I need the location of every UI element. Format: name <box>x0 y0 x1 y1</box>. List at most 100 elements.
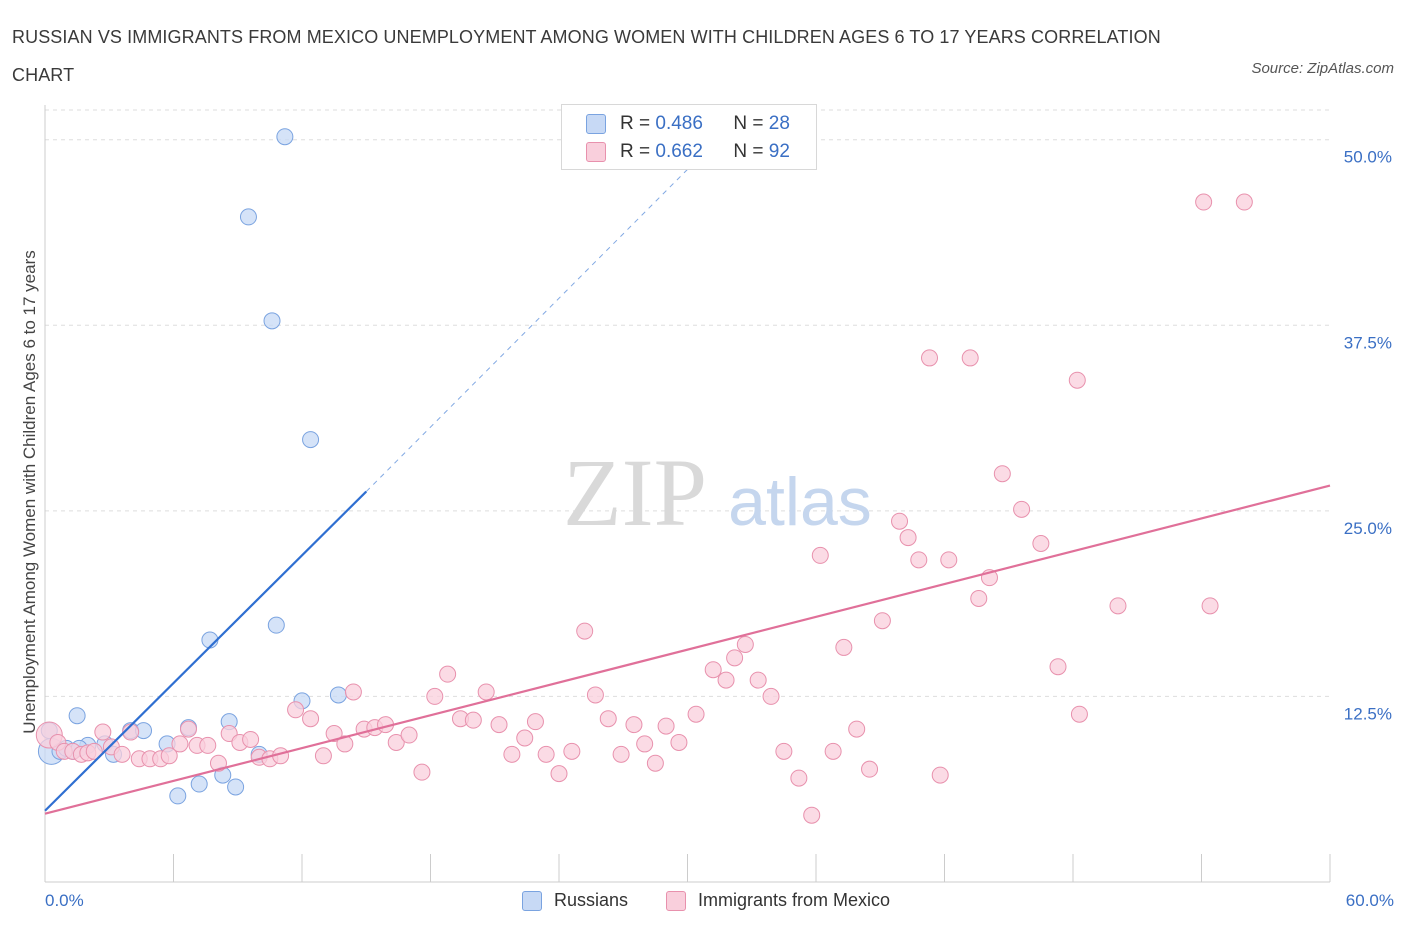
y-tick-label: 25.0% <box>1344 519 1392 538</box>
series-legend: Russians Immigrants from Mexico <box>0 888 1406 916</box>
x-tick-label-min: 0.0% <box>45 891 84 910</box>
y-tick-label: 50.0% <box>1344 148 1392 167</box>
mexico-point <box>790 769 808 787</box>
mexico-point <box>873 612 891 630</box>
legend-r-label: R = <box>620 141 656 162</box>
series-legend-mexico[interactable]: Immigrants from Mexico <box>666 890 890 911</box>
y-tick-labels: 12.5% 25.0% 37.5% 50.0% <box>1344 148 1392 724</box>
trend-lines <box>44 169 1331 815</box>
legend-row-russians: R = 0.486 N = 28 <box>586 112 790 136</box>
mexico-point <box>576 622 594 640</box>
mexico-point <box>209 754 227 772</box>
watermark-atlas: atlas <box>728 464 872 540</box>
mexico-point <box>775 742 793 760</box>
mexico-point <box>1235 193 1253 211</box>
mexico-point <box>657 717 675 735</box>
mexico-point <box>1195 193 1213 211</box>
russians-trend-line <box>44 490 368 812</box>
mexico-point <box>85 742 103 760</box>
mexico-point <box>563 742 581 760</box>
russians-point <box>169 787 187 805</box>
mexico-point <box>490 716 508 734</box>
mexico-point <box>336 735 354 753</box>
legend-r-value-mexico: 0.662 <box>655 141 703 162</box>
legend-swatch-mexico <box>586 142 606 162</box>
mexico-point <box>704 661 722 679</box>
mexico-point <box>537 745 555 763</box>
mexico-point <box>940 551 958 569</box>
y-tick-label: 12.5% <box>1344 704 1392 723</box>
mexico-point <box>670 733 688 751</box>
mexico-point <box>302 710 320 728</box>
series-legend-russians[interactable]: Russians <box>522 890 628 911</box>
watermark: ZIP atlas <box>563 439 872 546</box>
mexico-point <box>848 720 866 738</box>
russians-point <box>267 616 285 634</box>
mexico-point <box>1013 500 1031 518</box>
legend-row-mexico: R = 0.662 N = 92 <box>586 140 790 164</box>
mexico-trend-line <box>44 484 1331 815</box>
mexico-point <box>516 729 534 747</box>
mexico-point <box>717 671 735 689</box>
series-swatch-russians <box>522 890 542 911</box>
mexico-point <box>1109 597 1127 615</box>
legend-n-value-russians: 28 <box>768 113 790 134</box>
mexico-point <box>835 638 853 656</box>
mexico-point <box>636 735 654 753</box>
mexico-point <box>171 735 189 753</box>
mexico-point <box>736 635 754 653</box>
mexico-point <box>961 349 979 367</box>
legend-n-value-mexico: 92 <box>768 141 790 162</box>
mexico-point <box>464 711 482 729</box>
legend-n-label: N = <box>733 141 769 162</box>
mexico-point <box>1032 535 1050 553</box>
russians-point <box>190 775 208 793</box>
mexico-point <box>993 465 1011 483</box>
mexico-point <box>899 529 917 547</box>
correlation-legend: R = 0.486 N = 28 R = 0.662 N = 92 <box>561 104 817 170</box>
mexico-point <box>287 701 305 719</box>
mexico-point <box>646 754 664 772</box>
mexico-point <box>199 736 217 754</box>
russians-point <box>302 431 320 449</box>
russians-point <box>239 208 257 226</box>
chart-title: RUSSIAN VS IMMIGRANTS FROM MEXICO UNEMPL… <box>12 27 1161 85</box>
mexico-point <box>931 766 949 784</box>
mexico-point <box>891 512 909 530</box>
mexico-point <box>921 349 939 367</box>
mexico-point <box>910 551 928 569</box>
mexico-point <box>160 747 178 765</box>
mexico-point <box>1070 705 1088 723</box>
mexico-point <box>314 747 332 765</box>
mexico-point <box>625 716 643 734</box>
mexico-point <box>426 687 444 705</box>
legend-r-label: R = <box>620 113 656 134</box>
mexico-point <box>687 705 705 723</box>
source-label: Source: ZipAtlas.com <box>1251 60 1394 77</box>
mexico-point <box>1068 371 1086 389</box>
mexico-point <box>970 589 988 607</box>
mexico-point <box>861 760 879 778</box>
mexico-point <box>344 683 362 701</box>
mexico-point <box>503 745 521 763</box>
mexico-point <box>179 720 197 738</box>
series-swatch-mexico <box>666 890 686 911</box>
russians-point <box>276 128 294 146</box>
mexico-point <box>1049 658 1067 676</box>
russians-point <box>263 312 281 330</box>
mexico-point <box>94 723 112 741</box>
russians-point <box>68 707 86 725</box>
legend-swatch-russians <box>586 114 606 134</box>
legend-r-value-russians: 0.486 <box>655 113 703 134</box>
mexico-point <box>325 725 343 743</box>
mexico-point <box>387 733 405 751</box>
series-legend-label-russians: Russians <box>554 890 629 910</box>
mexico-point <box>400 726 418 744</box>
grid-lines <box>45 109 1330 697</box>
mexico-point <box>113 745 131 763</box>
mexico-point <box>439 665 457 683</box>
x-tick-label-max: 60.0% <box>1345 891 1394 910</box>
mexico-point <box>612 745 630 763</box>
mexico-point <box>762 687 780 705</box>
